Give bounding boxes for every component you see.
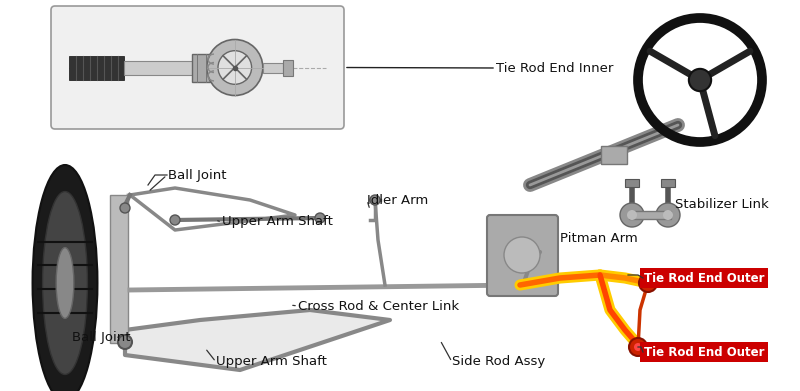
Bar (629, 211, 671, 219)
Text: Pitman Arm: Pitman Arm (560, 231, 638, 244)
Ellipse shape (42, 192, 87, 375)
Bar (124, 61, 194, 75)
Bar (262, 63, 283, 72)
Circle shape (206, 39, 262, 95)
Text: Cross Rod & Center Link: Cross Rod & Center Link (298, 300, 459, 312)
Circle shape (644, 279, 652, 287)
Text: Tie Rod End Outer: Tie Rod End Outer (644, 346, 765, 359)
Circle shape (370, 195, 380, 205)
Circle shape (170, 215, 180, 225)
Bar (192, 54, 210, 81)
Circle shape (656, 203, 680, 227)
Ellipse shape (56, 248, 74, 318)
Polygon shape (125, 310, 390, 370)
Circle shape (689, 69, 711, 91)
Ellipse shape (33, 165, 98, 391)
Text: Tie Rod End Outer: Tie Rod End Outer (644, 271, 765, 285)
Text: Upper Arm Shaft: Upper Arm Shaft (216, 355, 327, 368)
Text: Upper Arm Shaft: Upper Arm Shaft (222, 215, 333, 228)
Circle shape (639, 274, 657, 292)
Circle shape (627, 210, 637, 220)
Circle shape (504, 237, 540, 273)
Circle shape (620, 203, 644, 227)
FancyBboxPatch shape (51, 6, 344, 129)
Circle shape (118, 335, 132, 349)
Text: Side Rod Assy: Side Rod Assy (452, 355, 546, 368)
Text: Ball Joint: Ball Joint (72, 332, 130, 344)
Text: Tie Rod End Inner: Tie Rod End Inner (496, 61, 614, 75)
Text: Stabilizer Link: Stabilizer Link (675, 199, 769, 212)
Circle shape (629, 338, 647, 356)
Text: Ball Joint: Ball Joint (168, 169, 226, 181)
Bar (661, 179, 675, 187)
Circle shape (218, 51, 252, 84)
Circle shape (663, 210, 673, 220)
FancyBboxPatch shape (487, 215, 558, 296)
Text: Idler Arm: Idler Arm (367, 194, 428, 206)
Bar (283, 59, 293, 75)
Bar (69, 56, 124, 79)
Circle shape (315, 213, 325, 223)
Circle shape (634, 343, 642, 351)
Bar (110, 195, 128, 343)
Bar (625, 179, 639, 187)
FancyBboxPatch shape (601, 146, 627, 164)
Circle shape (120, 203, 130, 213)
